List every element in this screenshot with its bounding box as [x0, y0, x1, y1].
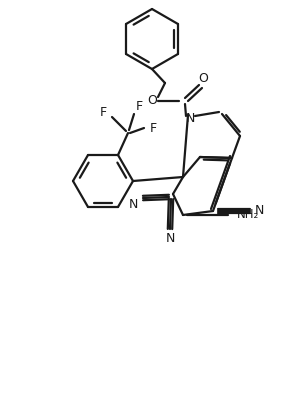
Text: N: N [165, 233, 175, 245]
Text: F: F [99, 105, 107, 119]
Text: NH₂: NH₂ [237, 209, 259, 221]
Text: O: O [147, 95, 157, 107]
Text: O: O [198, 73, 208, 85]
Text: F: F [135, 99, 143, 113]
Text: F: F [149, 122, 157, 134]
Text: N: N [128, 198, 138, 211]
Text: N: N [185, 111, 195, 124]
Text: N: N [254, 205, 264, 217]
